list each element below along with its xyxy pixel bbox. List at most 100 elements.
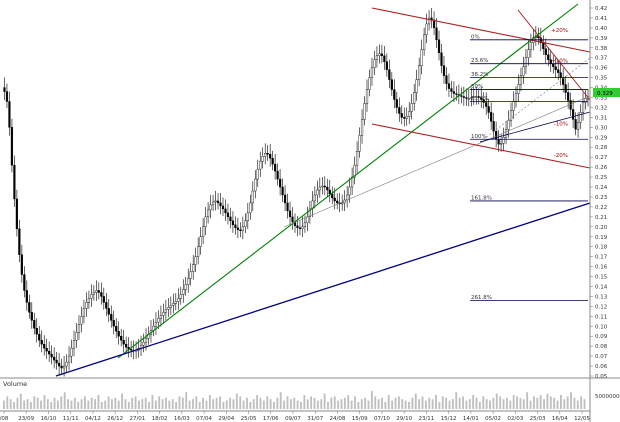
- gray-trend-line: [283, 95, 591, 228]
- price-tick-label: 0.37: [595, 56, 608, 62]
- candle-body: [256, 168, 259, 180]
- candle-body: [142, 341, 145, 346]
- candle-body: [547, 54, 550, 60]
- volume-bar: [343, 397, 346, 409]
- candle-body: [115, 326, 118, 332]
- candle-body: [557, 69, 560, 73]
- volume-bar: [576, 400, 579, 409]
- dotted-trend-line: [479, 57, 591, 143]
- candle-body: [445, 75, 448, 84]
- candle-body: [62, 365, 66, 369]
- volume-bar: [293, 397, 296, 409]
- volume-bar: [516, 396, 518, 409]
- date-tick-label: 29/04: [218, 416, 234, 422]
- volume-bar: [482, 396, 485, 409]
- candle-body: [55, 359, 58, 364]
- volume-bar: [384, 402, 387, 409]
- candle-body: [281, 186, 284, 196]
- volume-bar: [445, 397, 448, 409]
- volume-bar: [239, 396, 242, 409]
- volume-bar: [441, 396, 444, 409]
- price-tick-label: 0.11: [595, 314, 607, 320]
- volume-bar: [229, 397, 232, 409]
- candle-body: [120, 336, 123, 341]
- candle-body: [529, 42, 532, 50]
- volume-bar: [138, 400, 140, 409]
- candle-body: [507, 120, 510, 130]
- volume-bar: [23, 400, 26, 409]
- volume-bar: [532, 396, 535, 409]
- fib-level-label: 0%: [471, 34, 480, 40]
- price-tick-label: 0.15: [595, 275, 608, 281]
- volume-bar: [57, 400, 59, 409]
- volume-bar: [313, 397, 316, 409]
- price-tick-label: 0.32: [595, 105, 607, 111]
- volume-bar: [556, 400, 559, 409]
- volume-bar: [16, 397, 19, 409]
- volume-bar: [485, 399, 488, 409]
- candle-body: [117, 331, 120, 337]
- volume-bar: [391, 400, 394, 409]
- candle-body: [251, 190, 254, 204]
- candle-body: [328, 189, 331, 195]
- candle-body: [246, 212, 249, 222]
- volume-bar: [333, 396, 336, 409]
- candle-body: [231, 220, 235, 226]
- candle-body: [50, 353, 53, 358]
- candle-body: [18, 228, 21, 255]
- volume-bar: [63, 392, 66, 409]
- volume-bar: [512, 395, 515, 409]
- volume-bar: [543, 399, 545, 409]
- candle-body: [28, 302, 31, 313]
- candle-body: [92, 292, 95, 295]
- date-tick-label: 12/05: [574, 416, 590, 422]
- fib-level-label: 161.8%: [471, 195, 492, 201]
- volume-bar: [499, 396, 502, 409]
- candle-body: [576, 122, 580, 130]
- price-tick-label: 0.24: [595, 185, 608, 191]
- candle-body: [353, 164, 356, 178]
- volume-bar: [421, 396, 424, 409]
- candle-body: [316, 189, 319, 196]
- volume-bar: [144, 397, 147, 409]
- candle-body: [254, 178, 257, 192]
- volume-bar: [6, 396, 9, 409]
- candle-body: [216, 200, 220, 204]
- candle-body: [572, 109, 575, 120]
- candle-body: [30, 312, 33, 321]
- price-tick-label: 0.08: [595, 344, 608, 350]
- volume-bar: [256, 395, 259, 409]
- date-tick-label: 31/07: [307, 416, 323, 422]
- price-tick-label: 0.17: [595, 255, 608, 261]
- candle-body: [527, 49, 530, 58]
- volume-bar: [364, 397, 367, 409]
- candle-body: [10, 127, 14, 166]
- price-tick-label: 0.12: [595, 304, 607, 310]
- volume-bar: [381, 397, 383, 409]
- date-tick-label: 29/10: [396, 416, 412, 422]
- volume-bar: [70, 400, 73, 409]
- volume-bar: [181, 397, 184, 409]
- candle-body: [333, 197, 336, 202]
- volume-bar: [357, 402, 360, 409]
- volume-bar: [414, 393, 417, 409]
- candle-body: [519, 75, 523, 85]
- volume-bar: [536, 397, 539, 409]
- date-tick-label: 11/11: [63, 416, 79, 422]
- candle-body: [308, 208, 311, 218]
- date-tick-label: 14/01: [463, 416, 479, 422]
- small-support-line: [479, 111, 591, 143]
- volume-bar: [168, 400, 171, 409]
- volume-bar: [90, 397, 93, 409]
- candle-body: [43, 343, 46, 349]
- volume-bar: [117, 400, 120, 409]
- candle-body: [167, 307, 170, 310]
- red-channel-lower: [371, 123, 591, 169]
- candle-body: [214, 200, 217, 203]
- candle-body: [169, 305, 172, 308]
- volume-bar: [289, 399, 292, 409]
- fib-level-label: 261.8%: [471, 295, 492, 301]
- volume-bar: [43, 395, 46, 409]
- fib-level-label: 50%: [471, 84, 483, 90]
- volume-bar: [448, 400, 451, 409]
